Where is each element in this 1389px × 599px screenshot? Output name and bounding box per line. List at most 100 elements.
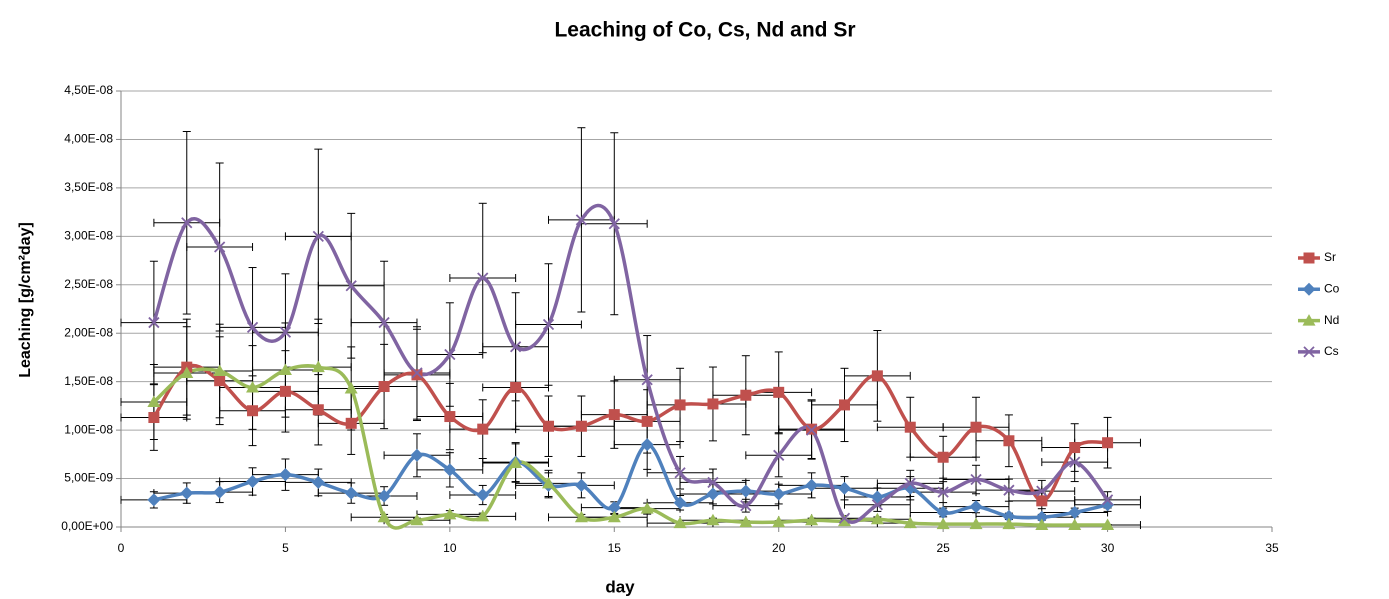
data-point <box>344 381 358 394</box>
data-point <box>543 420 555 432</box>
data-point <box>674 467 686 479</box>
legend-marker <box>1302 314 1316 326</box>
data-point <box>1101 494 1114 506</box>
x-tick-label: 25 <box>936 541 950 555</box>
data-point <box>278 468 292 482</box>
data-point <box>772 515 786 528</box>
legend-label: Cs <box>1324 344 1339 358</box>
data-point <box>1002 517 1016 530</box>
data-point <box>1068 518 1082 531</box>
data-point <box>509 341 522 353</box>
data-point <box>805 424 818 436</box>
legend-marker <box>1302 282 1316 296</box>
data-point <box>870 512 884 525</box>
data-point <box>246 474 260 488</box>
data-point <box>837 514 851 527</box>
data-point <box>739 484 753 498</box>
x-tick-label: 30 <box>1101 541 1115 555</box>
data-point <box>213 364 227 377</box>
y-tick-label: 1,50E-08 <box>64 374 113 388</box>
data-point <box>969 500 983 514</box>
data-point <box>1035 518 1049 531</box>
data-point <box>443 507 457 520</box>
data-point <box>443 463 457 477</box>
data-point <box>936 517 950 530</box>
data-point <box>1003 435 1015 447</box>
data-point <box>378 381 390 393</box>
data-point <box>1102 437 1114 449</box>
data-point <box>377 510 391 523</box>
data-point <box>641 374 653 386</box>
data-point <box>180 486 194 500</box>
y-tick-label: 1,00E-08 <box>64 422 113 436</box>
x-tick-label: 5 <box>282 541 289 555</box>
data-point <box>509 456 523 469</box>
data-point <box>969 517 983 530</box>
y-axis-label: Leaching [g/cm²day] <box>17 222 34 378</box>
data-point <box>673 496 687 510</box>
data-point <box>706 513 720 526</box>
series-line <box>152 364 1108 530</box>
data-point <box>773 386 785 398</box>
data-point <box>344 486 358 500</box>
y-tick-label: 5,00E-09 <box>64 471 113 485</box>
data-point <box>246 321 259 334</box>
data-point <box>411 369 423 381</box>
data-point <box>312 404 324 416</box>
data-point <box>410 513 424 526</box>
data-point <box>937 486 949 498</box>
data-point <box>542 318 555 331</box>
y-tick-label: 0,00E+00 <box>61 519 113 533</box>
data-point <box>1069 456 1081 468</box>
data-point <box>312 230 324 242</box>
data-point <box>214 241 226 253</box>
data-point <box>213 485 227 499</box>
data-point <box>147 395 161 408</box>
data-point <box>247 405 259 417</box>
series-line <box>152 363 1108 503</box>
data-point <box>477 423 489 435</box>
data-point <box>837 481 851 495</box>
data-point <box>279 385 291 397</box>
data-point <box>181 217 193 229</box>
legend-marker <box>1303 346 1315 358</box>
y-tick-label: 4,00E-08 <box>64 132 113 146</box>
data-point <box>739 515 753 528</box>
data-point <box>574 510 588 523</box>
data-point <box>1002 509 1016 523</box>
data-point <box>740 389 752 401</box>
y-tick-label: 2,50E-08 <box>64 277 113 291</box>
data-point <box>180 366 194 378</box>
data-point <box>411 367 423 379</box>
data-point <box>1003 484 1015 496</box>
data-point <box>674 399 686 411</box>
data-point <box>772 487 786 501</box>
data-point <box>476 509 490 522</box>
chart-title: Leaching of Co, Cs, Nd and Sr <box>554 19 855 42</box>
data-point <box>147 493 161 507</box>
data-point <box>871 370 883 382</box>
data-point <box>345 417 357 429</box>
x-tick-label: 0 <box>118 541 125 555</box>
x-tick-label: 15 <box>608 541 622 555</box>
data-point <box>311 475 325 489</box>
data-point <box>476 488 490 502</box>
data-point <box>707 476 719 489</box>
x-tick-label: 10 <box>443 541 457 555</box>
data-point <box>1069 442 1081 454</box>
legend-label: Nd <box>1324 313 1339 327</box>
data-point <box>838 512 851 524</box>
data-point <box>574 478 588 492</box>
data-point <box>510 381 522 393</box>
y-tick-label: 4,50E-08 <box>64 83 113 97</box>
data-point <box>378 316 390 329</box>
data-point <box>575 214 588 226</box>
data-point <box>148 412 160 424</box>
data-point <box>444 411 456 423</box>
data-point <box>805 513 819 526</box>
data-point <box>1036 485 1048 497</box>
data-point <box>410 448 424 462</box>
data-point <box>279 326 292 338</box>
data-point <box>1101 498 1115 512</box>
data-point <box>706 487 720 501</box>
